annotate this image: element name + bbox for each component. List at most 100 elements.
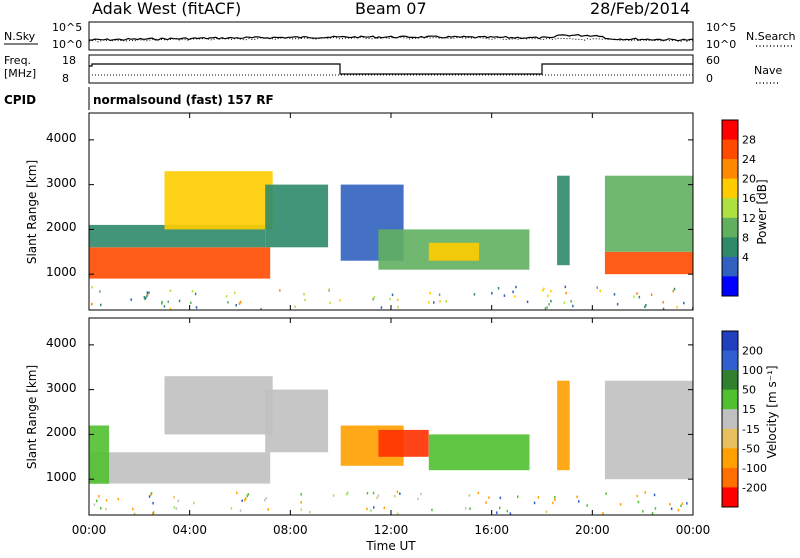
power-noise-point — [169, 289, 172, 292]
power-noise-point — [238, 302, 241, 305]
velocity-noise-point — [417, 497, 419, 501]
velocity-noise-point — [236, 491, 238, 495]
power-noise-point — [146, 291, 149, 294]
power-noise-point — [339, 299, 341, 302]
velocity-noise-point — [552, 501, 554, 505]
sky-left-label: N.Sky — [4, 30, 36, 43]
velocity-noise-point — [366, 492, 369, 495]
velocity-noise-point — [117, 497, 119, 501]
power-noise-point — [543, 287, 545, 290]
power-ytick-2000: 2000 — [46, 220, 77, 234]
power-noise-point — [234, 291, 236, 295]
velocity-colorbar-tick: 200 — [742, 345, 763, 358]
velocity-region — [89, 452, 271, 484]
velocity-noise-point — [605, 492, 607, 495]
velocity-noise-point — [464, 507, 467, 510]
power-noise-point — [429, 292, 431, 295]
power-noise-point — [613, 293, 616, 296]
x-tick-label: 16:00 — [474, 523, 509, 537]
power-noise-point — [279, 289, 281, 292]
power-region — [164, 171, 273, 230]
cpid-value: normalsound (fast) 157 RF — [93, 93, 274, 107]
velocity-ytick-4000: 4000 — [46, 336, 77, 350]
power-noise-point — [662, 307, 665, 311]
velocity-noise-point — [669, 502, 671, 506]
velocity-noise-point — [239, 509, 242, 512]
velocity-noise-point — [173, 495, 175, 499]
power-noise-point — [638, 295, 641, 299]
velocity-noise-point — [244, 498, 246, 502]
power-colorbar-swatch — [722, 198, 738, 219]
velocity-noise-point — [636, 494, 638, 498]
velocity-noise-point — [246, 494, 249, 498]
velocity-noise-point — [394, 494, 396, 498]
power-colorbar-swatch — [722, 178, 738, 199]
sky-panel-frame — [88, 21, 694, 51]
velocity-noise-point — [373, 506, 375, 509]
power-noise-point — [542, 289, 544, 292]
power-noise-point — [645, 304, 647, 307]
velocity-noise-point — [499, 506, 501, 510]
velocity-noise-point — [399, 492, 401, 495]
velocity-noise-point — [100, 507, 102, 510]
x-tick-label: 20:00 — [575, 523, 610, 537]
power-noise-point — [99, 290, 101, 293]
power-noise-point — [565, 291, 567, 295]
power-colorbar-swatch — [722, 237, 738, 258]
power-noise-point — [672, 289, 674, 293]
velocity-noise-point — [468, 494, 471, 497]
power-noise-point — [548, 303, 550, 306]
velocity-noise-point — [554, 498, 556, 501]
power-noise-point — [235, 304, 237, 307]
power-noise-point — [503, 294, 506, 297]
velocity-noise-point — [653, 493, 656, 497]
power-region — [89, 247, 271, 279]
power-noise-point — [515, 285, 517, 289]
radar-title: Adak West (fitACF) — [92, 0, 241, 18]
velocity-noise-point — [496, 511, 498, 514]
power-noise-point — [512, 290, 514, 294]
power-noise-point — [473, 293, 476, 296]
power-colorbar-swatch — [722, 120, 738, 141]
power-noise-point — [673, 287, 676, 291]
velocity-noise-point — [681, 502, 684, 505]
freq-label-top: Freq. — [4, 54, 31, 67]
nave-tick-top: 60 — [706, 54, 720, 67]
velocity-noise-point — [533, 501, 536, 505]
velocity-region — [557, 380, 570, 471]
velocity-region — [164, 376, 273, 435]
power-noise-point — [191, 289, 194, 293]
velocity-noise-point — [193, 501, 195, 505]
velocity-noise-point — [105, 499, 108, 502]
velocity-colorbar-tick: -50 — [742, 442, 760, 455]
velocity-colorbar-tick: -100 — [742, 462, 767, 475]
power-noise-point — [438, 293, 441, 296]
sky-left-tick-top: 10^5 — [52, 21, 82, 34]
velocity-noise-point — [241, 499, 243, 502]
velocity-colorbar-tick: -200 — [742, 481, 767, 494]
power-colorbar-swatch — [722, 276, 738, 297]
velocity-noise-point — [545, 510, 548, 514]
velocity-panel — [89, 344, 693, 516]
power-noise-point — [100, 303, 102, 307]
velocity-noise-point — [347, 491, 349, 494]
power-noise-point — [194, 292, 197, 296]
power-ytick-3000: 3000 — [46, 176, 77, 190]
velocity-noise-point — [651, 512, 654, 515]
power-noise-point — [550, 299, 552, 303]
power-noise-point — [633, 295, 635, 298]
sky-right-label: N.Search — [746, 30, 796, 43]
velocity-noise-point — [132, 507, 134, 511]
velocity-noise-point — [152, 511, 155, 514]
sky-right-tick-top: 10^5 — [706, 21, 736, 34]
velocity-noise-point — [383, 506, 386, 509]
power-colorbar-swatch — [722, 217, 738, 238]
velocity-noise-point — [469, 507, 471, 510]
freq-tick-bottom: 8 — [62, 72, 69, 85]
velocity-noise-point — [309, 510, 311, 514]
velocity-colorbar-swatch — [722, 448, 738, 469]
velocity-colorbar-swatch — [722, 370, 738, 391]
power-noise-point — [391, 293, 394, 297]
power-ylabel: Slant Range [km] — [25, 160, 39, 264]
power-colorbar-tick: 20 — [742, 173, 756, 186]
